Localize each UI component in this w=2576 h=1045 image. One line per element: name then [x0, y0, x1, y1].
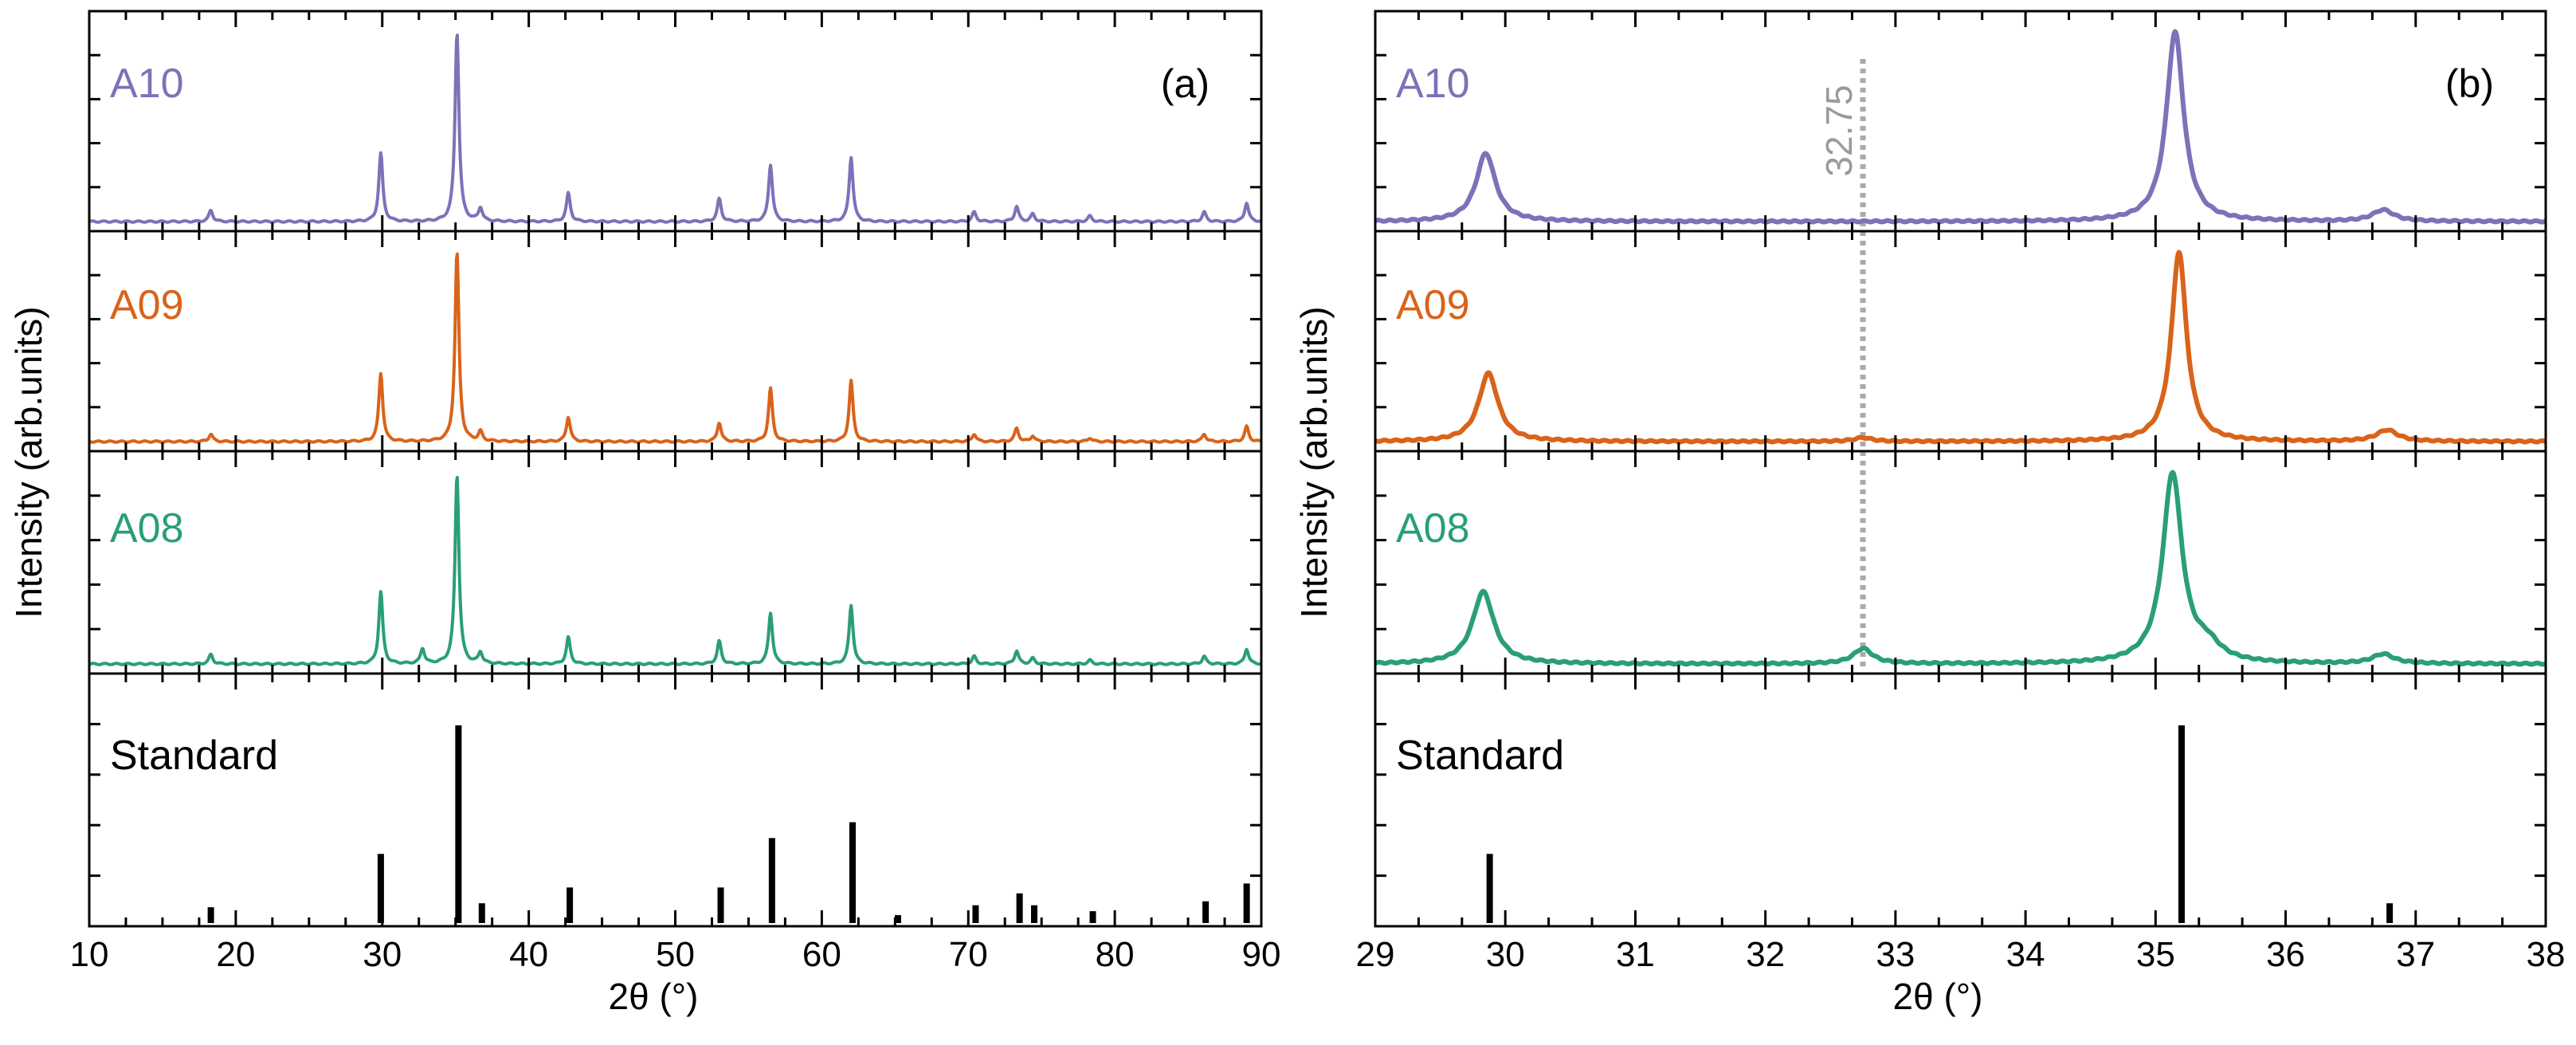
- x-tick-label-b: 31: [1616, 935, 1655, 974]
- x-tick-label-a: 70: [949, 935, 988, 974]
- x-tick-label-b: 37: [2396, 935, 2435, 974]
- x-tick-label-a: 50: [656, 935, 695, 974]
- x-tick-label-a: 80: [1096, 935, 1135, 974]
- x-tick-label-b: 36: [2266, 935, 2305, 974]
- panel-label-a: (a): [1161, 61, 1210, 106]
- x-tick-label-a: 60: [802, 935, 841, 974]
- trace-a08-b: [1374, 469, 2547, 667]
- standard-label-b: Standard: [1396, 733, 1564, 779]
- x-tick-label-a: 90: [1242, 935, 1281, 974]
- trace-a10-a: [88, 33, 1262, 224]
- x-tick-label-b: 34: [2006, 935, 2045, 974]
- x-tick-label-b: 38: [2527, 935, 2566, 974]
- panel-label-b: (b): [2445, 61, 2494, 106]
- series-label-a10-b: A10: [1396, 61, 1470, 107]
- trace-a09-b: [1374, 249, 2547, 445]
- text-layer: Intensity (arb.units) Intensity (arb.uni…: [8, 61, 2565, 1017]
- reference-line-label: 32.75: [1818, 84, 1860, 176]
- x-tick-label-a: 30: [363, 935, 402, 974]
- series-label-a09-a: A09: [110, 282, 184, 328]
- x-axis-title-a: 2θ (°): [609, 976, 699, 1017]
- y-axis-title-b: Intensity (arb.units): [1293, 306, 1335, 618]
- x-axis-title-b: 2θ (°): [1893, 976, 1983, 1017]
- panel-frame-a: [88, 10, 1263, 928]
- x-tick-label-a: 40: [509, 935, 548, 974]
- panel-frame-b: [1374, 10, 2547, 928]
- x-tick-label-a: 10: [70, 935, 109, 974]
- series-label-a10-a: A10: [110, 61, 184, 107]
- panel-frames-layer: [88, 10, 2547, 928]
- x-tick-label-a: 20: [216, 935, 255, 974]
- x-tick-label-b: 35: [2136, 935, 2175, 974]
- trace-a08-a: [88, 476, 1262, 666]
- series-label-a08-b: A08: [1396, 505, 1470, 552]
- x-tick-label-b: 29: [1356, 935, 1395, 974]
- series-label-a08-a: A08: [110, 505, 184, 552]
- x-tick-label-b: 33: [1876, 935, 1915, 974]
- standard-label-a: Standard: [110, 733, 278, 779]
- series-label-a09-b: A09: [1396, 282, 1470, 328]
- trace-a10-b: [1374, 29, 2547, 225]
- x-tick-label-b: 32: [1746, 935, 1785, 974]
- plot-lines-layer: [88, 29, 2547, 923]
- trace-a09-a: [88, 252, 1262, 444]
- x-tick-label-b: 30: [1486, 935, 1525, 974]
- y-axis-title-a: Intensity (arb.units): [8, 306, 49, 618]
